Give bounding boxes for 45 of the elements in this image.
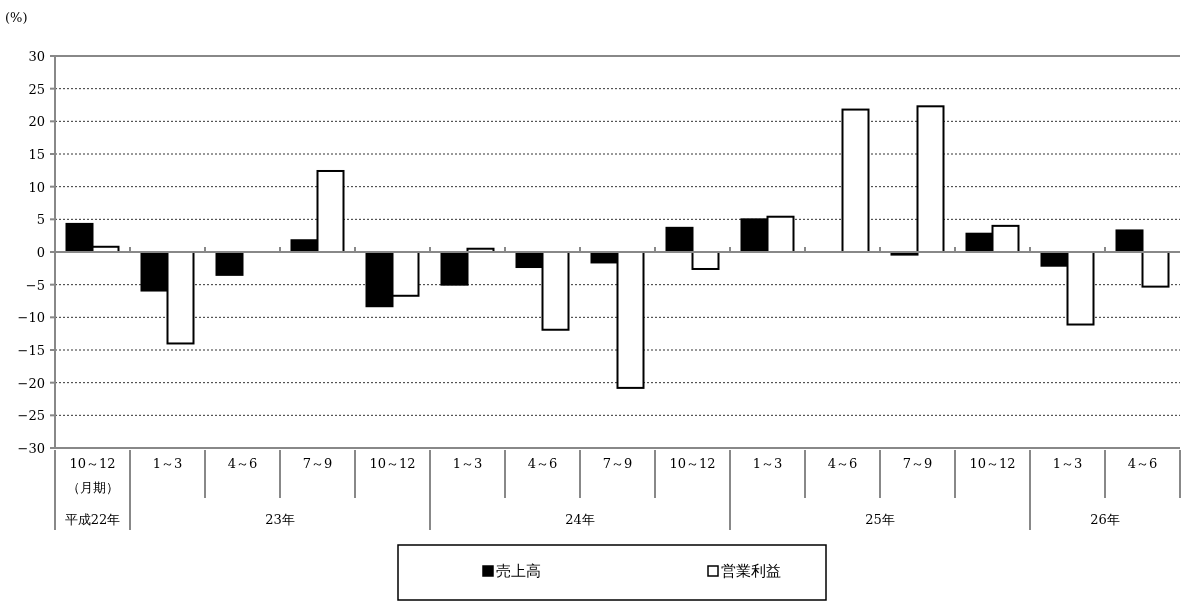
x-tick-label: 4～6 [1127, 456, 1158, 471]
y-tick-label: −15 [17, 343, 45, 358]
y-tick-label: 10 [28, 179, 45, 195]
text: （月期） [66, 480, 119, 495]
bar [841, 108, 870, 253]
x-tick-label: 1～3 [1052, 456, 1083, 471]
y-tick-label: 15 [28, 147, 45, 162]
x-tick-label: 4～6 [227, 456, 258, 471]
bar [665, 226, 694, 253]
y-tick-label: −5 [25, 277, 45, 293]
y-tick-label: −20 [17, 375, 45, 391]
text: 26年 [1090, 512, 1120, 527]
bar [440, 251, 469, 286]
y-axis-title: (%) [5, 10, 28, 25]
y-tick-label: −30 [17, 441, 45, 456]
x-tick-label: 10～12 [969, 456, 1016, 471]
bar [1115, 229, 1144, 253]
y-tick-label: 30 [28, 49, 45, 64]
bar [215, 251, 244, 276]
text: 平成22年 [64, 512, 121, 527]
bar [691, 251, 720, 270]
x-tick-label: 10～12 [69, 456, 116, 471]
x-tick-label: 1～3 [452, 456, 483, 471]
x-tick-label: 10～12 [369, 456, 416, 471]
legend-label: 売上高 [496, 562, 541, 580]
text: 23年 [265, 512, 295, 527]
y-tick-label: 20 [28, 114, 45, 130]
text: 25年 [865, 512, 895, 527]
y-tick-label: 0 [36, 245, 45, 260]
x-tick-label: 4～6 [527, 456, 558, 471]
x-tick-label: 1～3 [152, 456, 183, 471]
text: 24年 [565, 512, 595, 527]
x-tick-label: 4～6 [827, 456, 858, 471]
x-tick-label: 7～9 [602, 456, 633, 471]
bar [916, 105, 945, 253]
legend-label: 営業利益 [721, 562, 781, 580]
y-tick-label: −25 [17, 408, 45, 424]
bar [1141, 251, 1170, 288]
x-tick-label: 7～9 [902, 456, 933, 471]
y-tick-label: 25 [28, 81, 45, 97]
y-tick-label: −10 [17, 310, 45, 326]
x-tick-label: 10～12 [669, 456, 716, 471]
x-tick-label: 1～3 [752, 456, 783, 471]
y-tick-label: 5 [36, 212, 45, 228]
x-tick-label: 7～9 [302, 456, 333, 471]
